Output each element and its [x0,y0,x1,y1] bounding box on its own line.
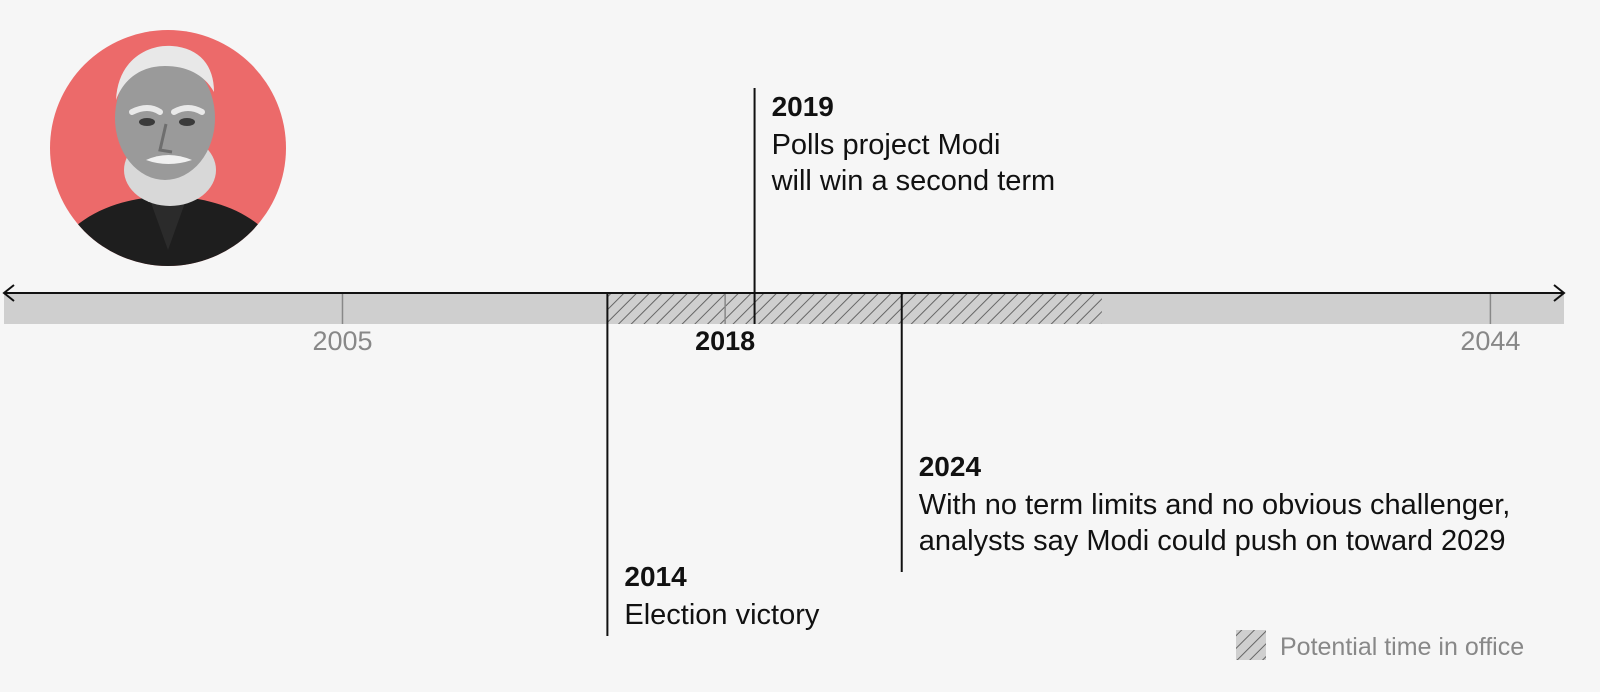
event-2014: 2014 Election victory [606,293,820,636]
tick-label: 2018 [695,326,755,356]
event-description-line: analysts say Modi could push on toward 2… [919,525,1506,557]
event-2019: 2019 Polls project Modi will win a second … [753,88,1056,324]
right-arrow-icon [1553,284,1566,302]
event-group: 2019 Polls project Modi will win a second … [606,88,1511,636]
portrait-icon [50,30,286,266]
event-description-line: Election victory [624,599,820,631]
event-description-line: Polls project Modi [772,129,1001,161]
potential-office-span [607,293,1102,324]
legend: Potential time in office [1236,630,1524,661]
legend-label: Potential time in office [1280,633,1524,661]
event-description-line: will win a second term [771,165,1056,197]
event-2024: 2024 With no term limits and no obvious c… [900,293,1511,572]
left-arrow-icon [2,284,15,302]
event-year: 2019 [772,91,834,122]
event-description-line: With no term limits and no obvious chall… [919,489,1511,521]
tick-group [341,293,1492,324]
tick-label: 2005 [312,326,372,356]
event-year: 2024 [919,451,982,482]
tick-label-group: 2005 2018 2044 [312,326,1520,356]
tick-label: 2044 [1460,326,1520,356]
event-year: 2014 [624,561,687,592]
legend-swatch [1236,630,1266,660]
